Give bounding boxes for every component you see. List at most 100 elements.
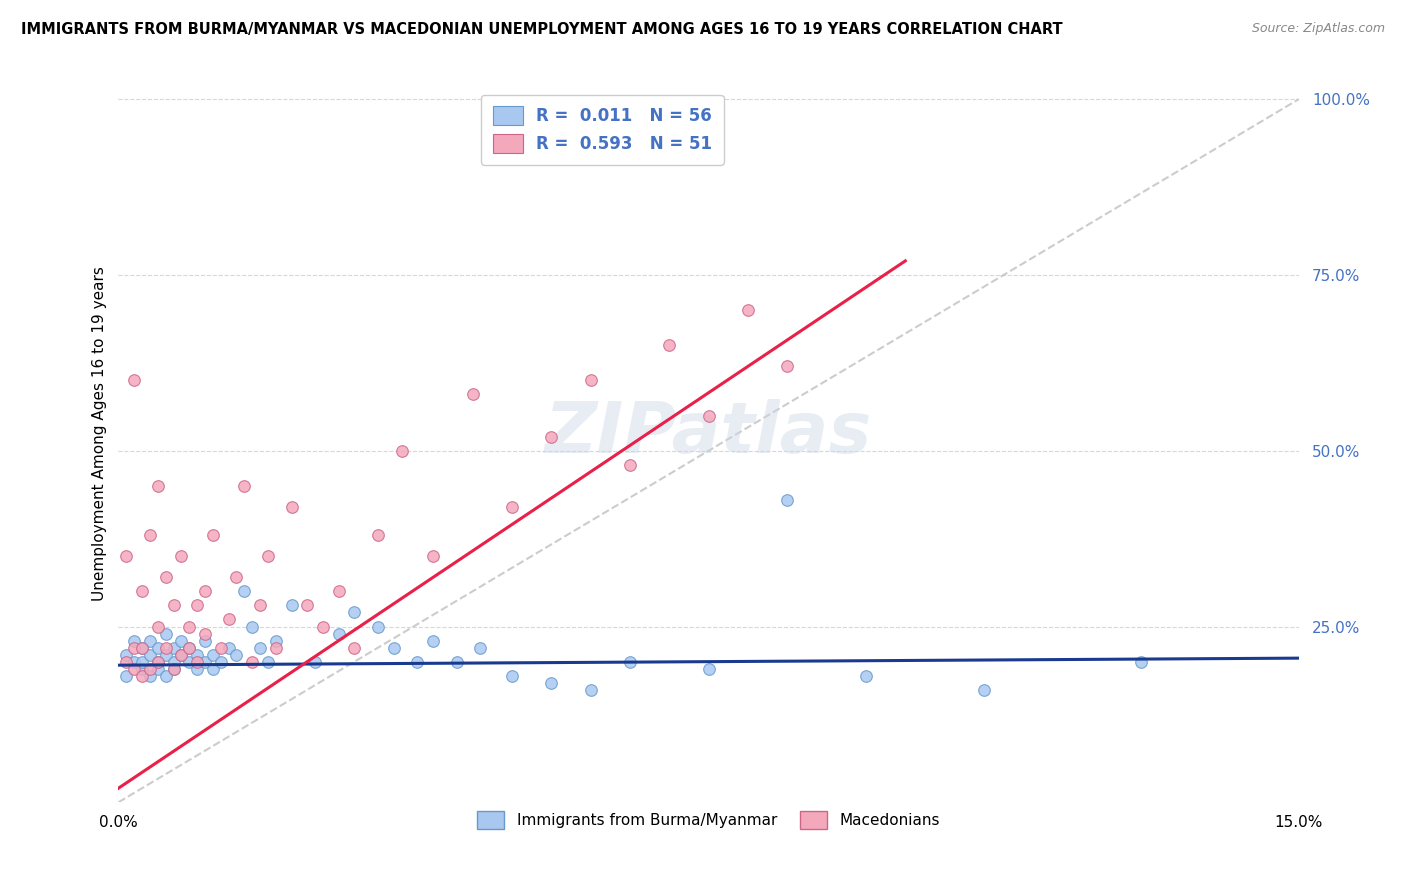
Point xyxy=(155,626,177,640)
Point xyxy=(131,655,153,669)
Point xyxy=(658,338,681,352)
Point xyxy=(218,612,240,626)
Point xyxy=(186,655,208,669)
Point xyxy=(776,359,799,374)
Point xyxy=(225,648,247,662)
Point xyxy=(179,640,201,655)
Point xyxy=(155,640,177,655)
Point xyxy=(201,662,224,676)
Point xyxy=(579,682,602,697)
Point xyxy=(367,619,389,633)
Point xyxy=(194,633,217,648)
Point xyxy=(194,626,217,640)
Point xyxy=(855,669,877,683)
Point xyxy=(131,669,153,683)
Point xyxy=(240,655,263,669)
Point xyxy=(264,640,287,655)
Point xyxy=(131,662,153,676)
Point xyxy=(186,599,208,613)
Point xyxy=(540,430,562,444)
Point xyxy=(257,549,280,564)
Point xyxy=(343,640,366,655)
Point xyxy=(155,570,177,584)
Point xyxy=(446,655,468,669)
Point xyxy=(233,584,256,599)
Point xyxy=(170,648,193,662)
Point xyxy=(280,599,302,613)
Point xyxy=(367,528,389,542)
Point xyxy=(697,409,720,423)
Point xyxy=(382,640,405,655)
Point xyxy=(257,655,280,669)
Point xyxy=(170,648,193,662)
Point xyxy=(146,479,169,493)
Legend: Immigrants from Burma/Myanmar, Macedonians: Immigrants from Burma/Myanmar, Macedonia… xyxy=(471,805,946,835)
Point xyxy=(139,648,162,662)
Point xyxy=(391,443,413,458)
Point xyxy=(209,640,232,655)
Point xyxy=(225,570,247,584)
Point xyxy=(155,669,177,683)
Point xyxy=(146,655,169,669)
Text: ZIPatlas: ZIPatlas xyxy=(546,399,872,467)
Point xyxy=(115,655,138,669)
Point xyxy=(115,648,138,662)
Point xyxy=(122,633,145,648)
Point xyxy=(162,599,184,613)
Point xyxy=(115,549,138,564)
Point xyxy=(122,373,145,387)
Point xyxy=(304,655,326,669)
Point xyxy=(697,662,720,676)
Point xyxy=(461,387,484,401)
Point xyxy=(280,500,302,514)
Point xyxy=(201,648,224,662)
Point xyxy=(170,633,193,648)
Point xyxy=(162,655,184,669)
Point xyxy=(139,633,162,648)
Point xyxy=(343,606,366,620)
Point xyxy=(131,640,153,655)
Point xyxy=(139,662,162,676)
Point xyxy=(328,626,350,640)
Point xyxy=(1130,655,1153,669)
Point xyxy=(501,669,523,683)
Point xyxy=(406,655,429,669)
Y-axis label: Unemployment Among Ages 16 to 19 years: Unemployment Among Ages 16 to 19 years xyxy=(93,266,107,600)
Point xyxy=(146,662,169,676)
Point xyxy=(973,682,995,697)
Point xyxy=(264,633,287,648)
Point xyxy=(249,599,271,613)
Point xyxy=(776,492,799,507)
Point xyxy=(162,640,184,655)
Point xyxy=(249,640,271,655)
Point xyxy=(201,528,224,542)
Point xyxy=(470,640,492,655)
Point xyxy=(139,669,162,683)
Point xyxy=(122,662,145,676)
Point xyxy=(146,655,169,669)
Point xyxy=(328,584,350,599)
Point xyxy=(139,528,162,542)
Point xyxy=(115,669,138,683)
Point xyxy=(179,655,201,669)
Point xyxy=(179,619,201,633)
Point xyxy=(162,662,184,676)
Text: Source: ZipAtlas.com: Source: ZipAtlas.com xyxy=(1251,22,1385,36)
Text: IMMIGRANTS FROM BURMA/MYANMAR VS MACEDONIAN UNEMPLOYMENT AMONG AGES 16 TO 19 YEA: IMMIGRANTS FROM BURMA/MYANMAR VS MACEDON… xyxy=(21,22,1063,37)
Point xyxy=(170,549,193,564)
Point xyxy=(501,500,523,514)
Point xyxy=(240,619,263,633)
Point xyxy=(186,648,208,662)
Point xyxy=(619,655,641,669)
Point xyxy=(146,640,169,655)
Point xyxy=(297,599,319,613)
Point xyxy=(122,655,145,669)
Point xyxy=(619,458,641,472)
Point xyxy=(186,662,208,676)
Point xyxy=(209,655,232,669)
Point xyxy=(179,640,201,655)
Point xyxy=(579,373,602,387)
Point xyxy=(194,584,217,599)
Point xyxy=(422,633,444,648)
Point xyxy=(131,640,153,655)
